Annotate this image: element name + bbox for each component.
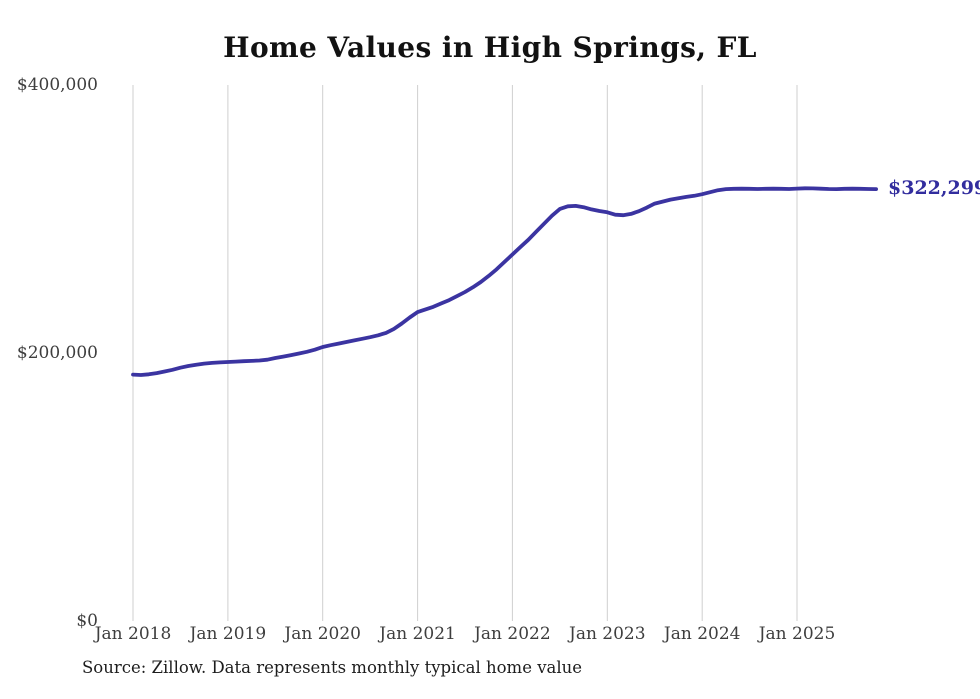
chart-title: Home Values in High Springs, FL: [223, 31, 757, 64]
x-axis-tick-label: Jan 2025: [758, 624, 836, 644]
x-axis-tick-label: Jan 2020: [284, 624, 361, 644]
gridlines: [132, 85, 798, 621]
x-axis-tick-label: Jan 2018: [94, 624, 172, 644]
x-axis-tick-label: Jan 2021: [379, 624, 456, 644]
home-value-line: [131, 186, 878, 377]
x-axis-tick-label: Jan 2023: [569, 624, 646, 644]
source-note: Source: Zillow. Data represents monthly …: [82, 658, 583, 677]
y-axis-tick-label: $0: [76, 611, 98, 631]
x-axis-tick-label: Jan 2024: [663, 624, 741, 644]
y-axis-tick-label: $400,000: [16, 75, 98, 95]
x-axis-tick-label: Jan 2022: [474, 624, 551, 644]
x-axis-tick-label: Jan 2019: [189, 624, 267, 644]
y-axis-tick-label: $200,000: [16, 343, 98, 363]
latest-value-label: $322,299: [888, 177, 980, 199]
